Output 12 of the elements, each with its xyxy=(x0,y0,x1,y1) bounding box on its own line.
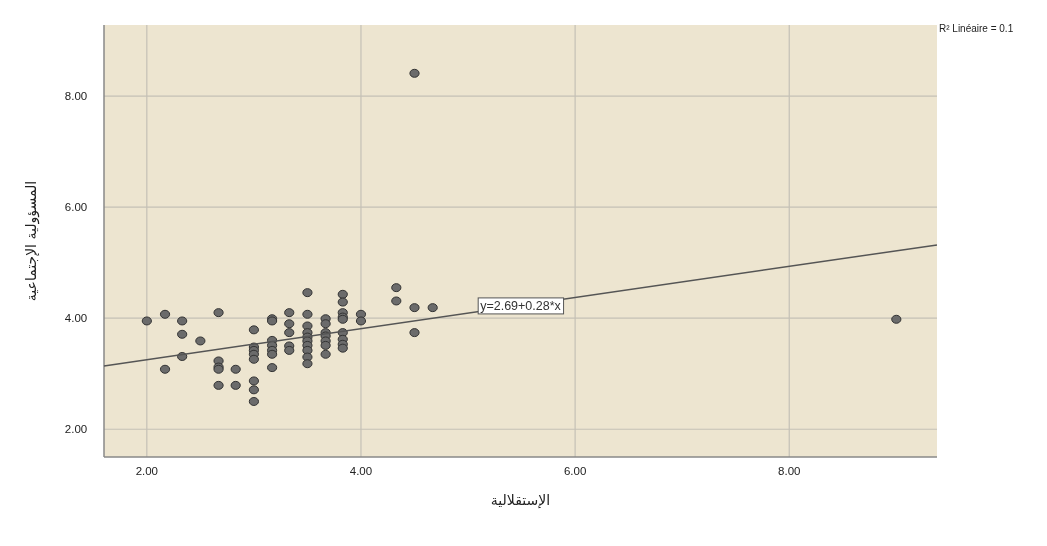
y-tick-label: 4.00 xyxy=(64,312,88,325)
x-tick-label: 2.00 xyxy=(135,465,159,477)
text: R² Linéaire = 0.1 xyxy=(939,23,1014,34)
y-tick-label: 6.00 xyxy=(64,201,88,214)
x-tick-label: 4.00 xyxy=(349,465,373,477)
x-axis-title: الإستقلالية xyxy=(490,492,551,509)
x-tick-label: 8.00 xyxy=(778,465,801,477)
y-tick-label: 2.00 xyxy=(64,423,88,436)
x-tick-label: 6.00 xyxy=(563,465,587,477)
annotation: y=2.69+0.28*x xyxy=(480,298,562,313)
y-tick-label: 8.00 xyxy=(64,90,88,103)
y-axis-title: المسؤولية الإجتماعية xyxy=(23,180,40,302)
